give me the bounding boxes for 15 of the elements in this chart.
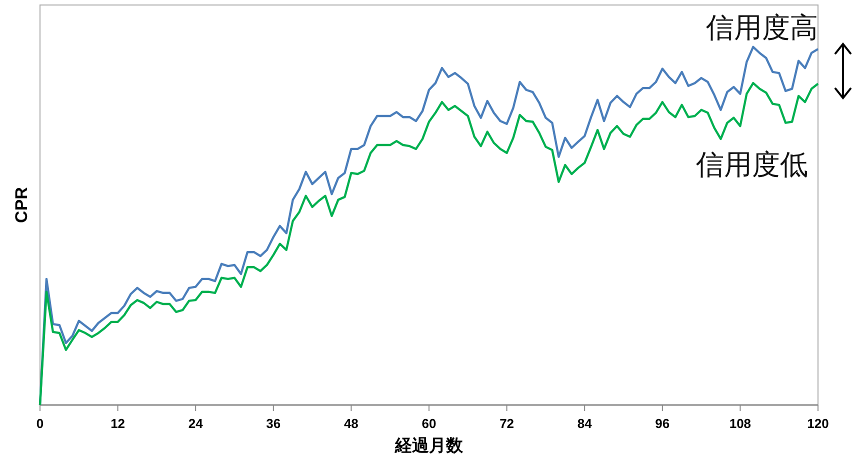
x-tick-label: 96 [655, 416, 670, 431]
x-tick-label: 24 [188, 416, 204, 431]
x-tick-label: 48 [344, 416, 358, 431]
x-tick-label: 108 [729, 416, 752, 431]
x-tick-label: 72 [500, 416, 514, 431]
series-label: 信用度高 [706, 11, 818, 44]
y-axis-title: CPR [12, 187, 31, 223]
series-label: 信用度低 [696, 148, 808, 181]
x-tick-label: 84 [577, 416, 593, 431]
x-tick-label: 12 [110, 416, 126, 431]
x-tick-label: 36 [266, 416, 281, 431]
x-tick-label: 60 [422, 416, 436, 431]
x-axis-title: 経過月数 [394, 436, 464, 455]
x-tick-label: 120 [807, 416, 829, 431]
x-tick-label: 0 [36, 416, 44, 431]
